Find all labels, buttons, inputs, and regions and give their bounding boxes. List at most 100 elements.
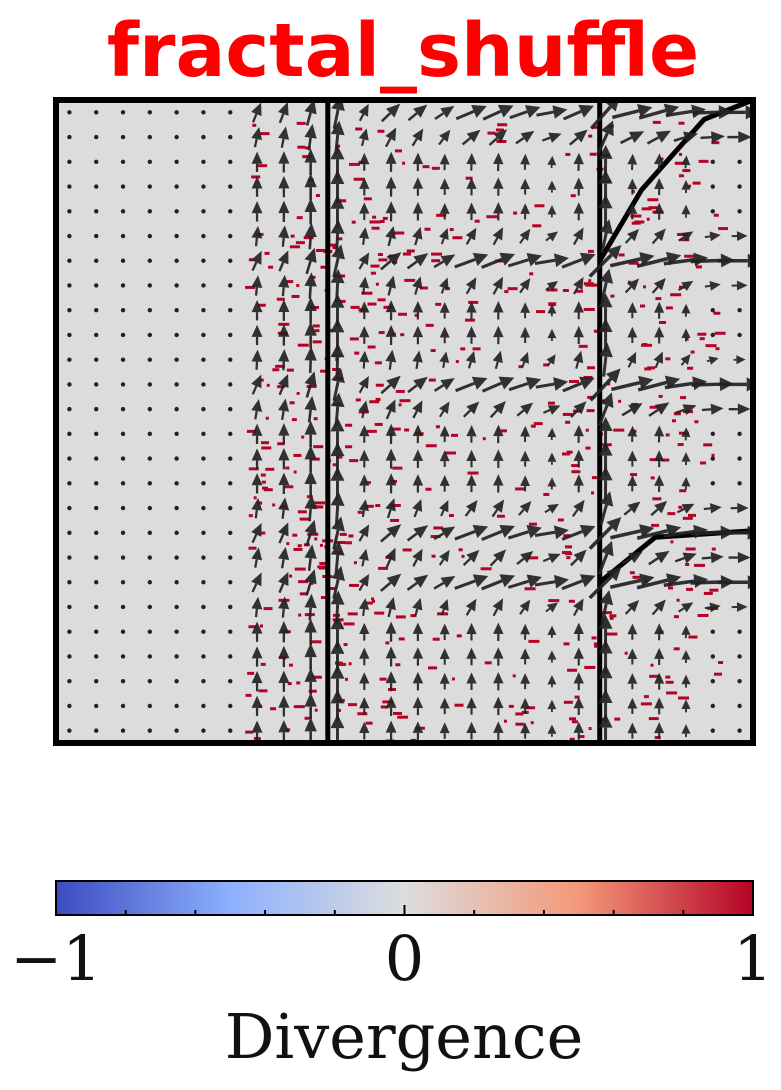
divergence-mark (609, 616, 614, 620)
quiver-dot (174, 580, 179, 585)
quiver-dot (120, 481, 126, 486)
quiver-dot (201, 308, 206, 313)
quiver-arrow (358, 103, 369, 122)
quiver-arrow (489, 549, 507, 567)
divergence-mark (651, 523, 660, 527)
divergence-mark (265, 467, 275, 471)
quiver-arrow (278, 472, 290, 495)
divergence-mark (530, 424, 536, 428)
divergence-mark (451, 677, 455, 681)
quiver-arrow (626, 352, 637, 368)
divergence-mark (402, 161, 406, 165)
quiver-dot (174, 604, 179, 610)
quiver-arrow (627, 722, 638, 739)
quiver-arrow (547, 650, 557, 663)
quiver-arrow (488, 129, 508, 146)
divergence-mark (593, 329, 599, 333)
colorbar-tick-label: 0 (385, 922, 424, 995)
divergence-mark (302, 155, 312, 159)
quiver-dot (67, 678, 72, 684)
quiver-dot (228, 357, 233, 362)
quiver-dot (94, 481, 99, 486)
divergence-mark (671, 419, 676, 423)
quiver-arrow (573, 474, 584, 493)
divergence-mark (548, 599, 560, 603)
divergence-mark (350, 305, 360, 309)
quiver-dot (67, 406, 72, 412)
quiver-arrow (406, 253, 429, 270)
divergence-mark (399, 399, 411, 403)
quiver-arrow (304, 519, 317, 547)
divergence-mark (591, 636, 597, 640)
divergence-mark (650, 476, 655, 480)
quiver-arrow (251, 497, 263, 519)
divergence-mark (465, 176, 473, 180)
divergence-mark (569, 717, 577, 721)
divergence-mark (277, 385, 286, 389)
divergence-mark (543, 363, 550, 367)
divergence-mark (688, 635, 698, 639)
divergence-mark (310, 581, 314, 585)
quiver-dot (67, 481, 72, 486)
quiver-arrow (573, 301, 584, 320)
quiver-arrow (251, 572, 262, 593)
quiver-arrow (385, 399, 396, 420)
quiver-arrow (278, 423, 290, 445)
divergence-mark (307, 532, 319, 536)
quiver-dot (737, 431, 742, 437)
divergence-mark (685, 562, 690, 566)
quiver-arrow (465, 277, 477, 295)
quiver-arrow (466, 647, 477, 666)
divergence-mark (678, 505, 683, 509)
divergence-mark (394, 149, 402, 153)
quiver-arrow (278, 596, 290, 618)
quiver-arrow (547, 625, 557, 638)
quiver-arrow (520, 203, 531, 220)
divergence-mark (641, 207, 652, 211)
quiver-arrow (654, 153, 665, 171)
quiver-arrow (278, 621, 290, 643)
quiver-dot (94, 258, 99, 263)
divergence-mark (711, 547, 716, 551)
quiver-arrow (304, 420, 317, 448)
divergence-mark (424, 227, 431, 231)
quiver-dot (94, 283, 99, 288)
quiver-arrow (547, 724, 557, 737)
divergence-mark (245, 730, 254, 734)
quiver-arrow (251, 250, 262, 272)
quiver-arrow (433, 377, 455, 392)
quiver-dot (94, 654, 99, 659)
quiver-arrow (627, 178, 638, 195)
divergence-mark (524, 587, 536, 591)
divergence-mark (451, 433, 459, 437)
quiver-arrow (278, 695, 290, 717)
quiver-arrow (438, 129, 451, 146)
quiver-arrow (359, 672, 370, 691)
divergence-mark (718, 227, 729, 231)
quiver-arrow (251, 176, 263, 197)
quiver-arrow (412, 424, 424, 444)
quiver-dot (67, 555, 72, 560)
quiver-dot (710, 209, 715, 214)
quiver-dot (120, 382, 126, 387)
quiver-arrow (251, 596, 263, 618)
divergence-mark (375, 397, 381, 401)
quiver-arrow (438, 401, 450, 418)
quiver-arrow (359, 697, 370, 715)
divergence-mark (668, 586, 674, 590)
divergence-mark (563, 642, 570, 646)
quiver-arrow (412, 350, 423, 370)
quiver-arrow (599, 590, 614, 625)
quiver-dot (67, 505, 72, 511)
quiver-dot (120, 654, 126, 659)
quiver-arrow (277, 250, 289, 272)
quiver-arrow (359, 202, 370, 221)
divergence-mark (699, 337, 705, 341)
divergence-mark (395, 615, 406, 619)
quiver-arrow (304, 569, 317, 596)
divergence-mark (630, 473, 638, 477)
quiver-dot (174, 406, 179, 412)
quiver-arrow (412, 622, 424, 641)
quiver-arrow (570, 549, 587, 567)
